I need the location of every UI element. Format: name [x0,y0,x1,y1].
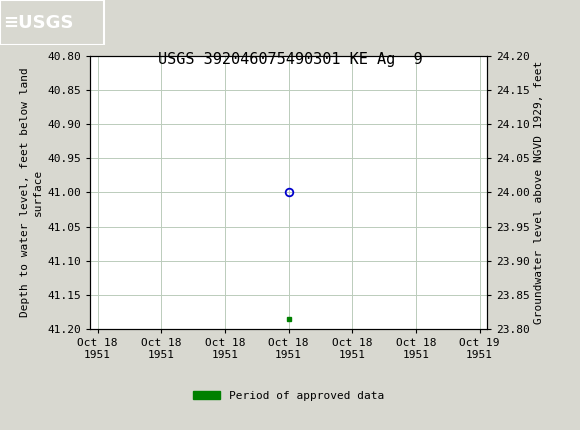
Y-axis label: Depth to water level, feet below land
surface: Depth to water level, feet below land su… [20,68,43,317]
Legend: Period of approved data: Period of approved data [188,387,389,405]
Text: USGS 392046075490301 KE Ag  9: USGS 392046075490301 KE Ag 9 [158,52,422,67]
Text: ≡USGS: ≡USGS [3,14,74,31]
Bar [0,0,104,45]
Y-axis label: Groundwater level above NGVD 1929, feet: Groundwater level above NGVD 1929, feet [534,61,544,324]
